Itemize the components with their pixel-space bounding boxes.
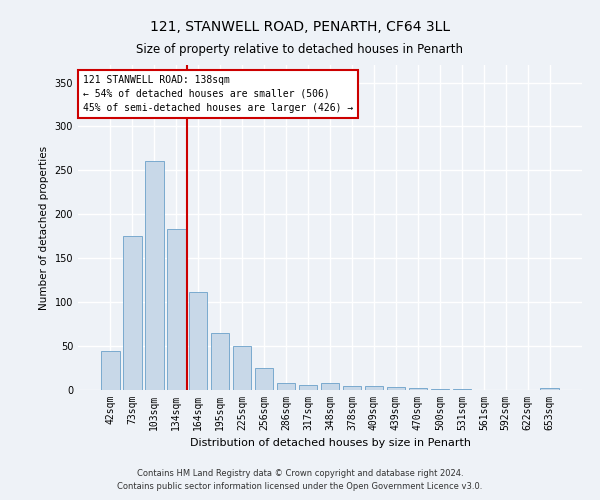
- Bar: [255, 368, 274, 390]
- Bar: [277, 383, 295, 390]
- Bar: [343, 386, 361, 390]
- Bar: [123, 236, 142, 390]
- Text: Size of property relative to detached houses in Penarth: Size of property relative to detached ho…: [137, 42, 464, 56]
- Bar: [145, 160, 164, 390]
- Bar: [211, 333, 229, 390]
- Bar: [452, 389, 471, 390]
- Bar: [233, 346, 251, 390]
- Text: 121, STANWELL ROAD, PENARTH, CF64 3LL: 121, STANWELL ROAD, PENARTH, CF64 3LL: [150, 20, 450, 34]
- Bar: [320, 383, 340, 390]
- Bar: [386, 388, 405, 390]
- Text: Contains HM Land Registry data © Crown copyright and database right 2024.: Contains HM Land Registry data © Crown c…: [137, 468, 463, 477]
- Bar: [541, 388, 559, 390]
- Bar: [101, 352, 119, 390]
- Text: Contains public sector information licensed under the Open Government Licence v3: Contains public sector information licen…: [118, 482, 482, 491]
- Text: 121 STANWELL ROAD: 138sqm
← 54% of detached houses are smaller (506)
45% of semi: 121 STANWELL ROAD: 138sqm ← 54% of detac…: [83, 74, 353, 113]
- Bar: [409, 388, 427, 390]
- Bar: [189, 292, 208, 390]
- Y-axis label: Number of detached properties: Number of detached properties: [39, 146, 49, 310]
- Bar: [167, 230, 185, 390]
- X-axis label: Distribution of detached houses by size in Penarth: Distribution of detached houses by size …: [190, 438, 470, 448]
- Bar: [299, 384, 317, 390]
- Bar: [431, 389, 449, 390]
- Bar: [365, 386, 383, 390]
